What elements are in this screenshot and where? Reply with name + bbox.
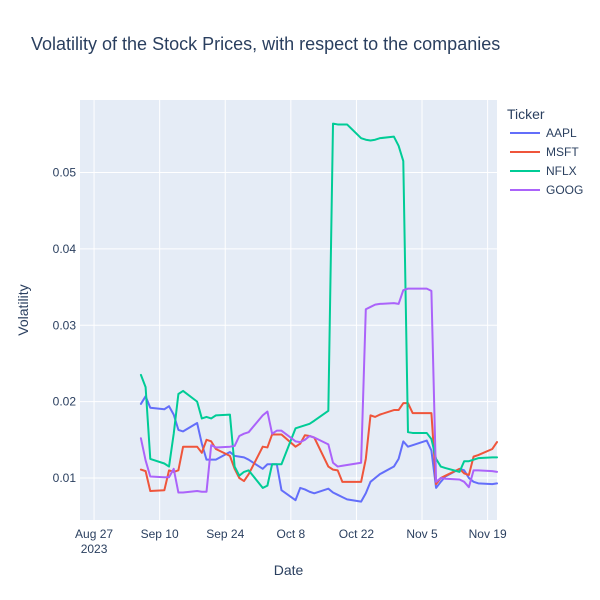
legend-label: MSFT bbox=[546, 145, 579, 159]
x-tick-label: Sep 24 bbox=[206, 527, 244, 541]
y-tick-label: 0.04 bbox=[53, 242, 77, 256]
legend-title: Ticker bbox=[507, 106, 545, 122]
legend-label: AAPL bbox=[546, 126, 577, 140]
legend-label: GOOG bbox=[546, 183, 583, 197]
x-axis-title: Date bbox=[274, 562, 304, 578]
y-tick-label: 0.01 bbox=[53, 471, 77, 485]
x-tick-label: Nov 5 bbox=[406, 527, 438, 541]
legend-item-nflx[interactable]: NFLX bbox=[510, 164, 577, 178]
chart-title: Volatility of the Stock Prices, with res… bbox=[31, 34, 500, 54]
x-tick-label: Aug 27 bbox=[75, 527, 113, 541]
y-tick-label: 0.02 bbox=[53, 395, 77, 409]
y-tick-label: 0.05 bbox=[53, 166, 77, 180]
x-tick-label: Oct 22 bbox=[339, 527, 375, 541]
y-tick-label: 0.03 bbox=[53, 318, 77, 332]
y-axis-ticks: 0.01 0.02 0.03 0.04 0.05 bbox=[53, 166, 77, 485]
series-layer bbox=[139, 122, 498, 503]
series-line-goog[interactable] bbox=[139, 287, 498, 494]
legend-item-aapl[interactable]: AAPL bbox=[510, 126, 577, 140]
series-line-aapl[interactable] bbox=[139, 395, 498, 503]
y-gridlines bbox=[80, 172, 497, 479]
x-tick-year-label: 2023 bbox=[81, 542, 108, 556]
legend-item-msft[interactable]: MSFT bbox=[510, 145, 579, 159]
x-tick-label: Sep 10 bbox=[141, 527, 179, 541]
x-tick-label: Nov 19 bbox=[469, 527, 507, 541]
y-axis-title: Volatility bbox=[15, 284, 31, 335]
legend-label: NFLX bbox=[546, 164, 577, 178]
legend[interactable]: Ticker AAPL MSFT NFLX GOOG bbox=[507, 106, 583, 197]
legend-item-goog[interactable]: GOOG bbox=[510, 183, 583, 197]
x-tick-label: Oct 8 bbox=[276, 527, 305, 541]
